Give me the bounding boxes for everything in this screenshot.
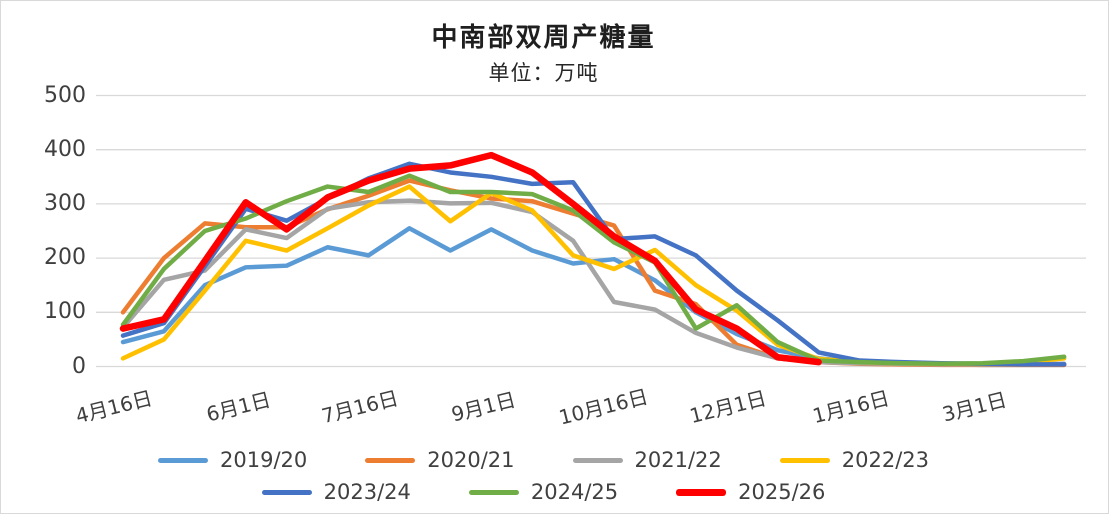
y-axis-tick-label: 500	[44, 82, 86, 108]
legend-item-2020-21: 2020/21	[365, 448, 515, 472]
legend-item-2022-23: 2022/23	[779, 448, 929, 472]
chart-subtitle: 单位：万吨	[488, 61, 599, 85]
legend-item-2023-24: 2023/24	[261, 480, 411, 504]
series-line-2024-25	[120, 173, 1067, 367]
legend-item-2021-22: 2021/22	[572, 448, 722, 472]
legend-row-2: 2023/24 2024/25 2025/26	[1, 480, 1086, 504]
chart-title: 中南部双周产糖量	[431, 23, 656, 53]
legend-swatch	[676, 488, 727, 496]
legend-label: 2024/25	[530, 480, 619, 504]
y-axis-tick-label: 100	[44, 299, 86, 325]
legend-swatch	[261, 489, 312, 495]
series-line-2019-20	[120, 226, 1067, 368]
series-line-2025-26	[119, 151, 822, 366]
y-axis-tick-label: 200	[44, 244, 86, 270]
legend-swatch	[468, 489, 519, 495]
legend-item-2019-20: 2019/20	[158, 448, 307, 472]
legend-label: 2022/23	[841, 448, 929, 472]
y-axis-tick-label: 300	[44, 190, 86, 216]
legend-swatch	[779, 457, 830, 463]
legend-item-2025-26: 2025/26	[676, 480, 825, 504]
legend-label: 2020/21	[427, 448, 515, 472]
y-axis-tick-label: 0	[72, 353, 86, 379]
y-axis-tick-label: 400	[44, 136, 86, 162]
legend-label: 2019/20	[220, 448, 308, 472]
legend-swatch	[365, 457, 416, 463]
legend-row-1: 2019/20 2020/21 2021/22 2022/23	[1, 448, 1086, 472]
legend-swatch	[572, 457, 623, 463]
legend-label: 2025/26	[738, 480, 826, 504]
legend-item-2024-25: 2024/25	[468, 480, 619, 504]
legend-label: 2023/24	[323, 480, 411, 504]
legend-swatch	[158, 457, 208, 463]
legend-label: 2021/22	[634, 448, 722, 472]
